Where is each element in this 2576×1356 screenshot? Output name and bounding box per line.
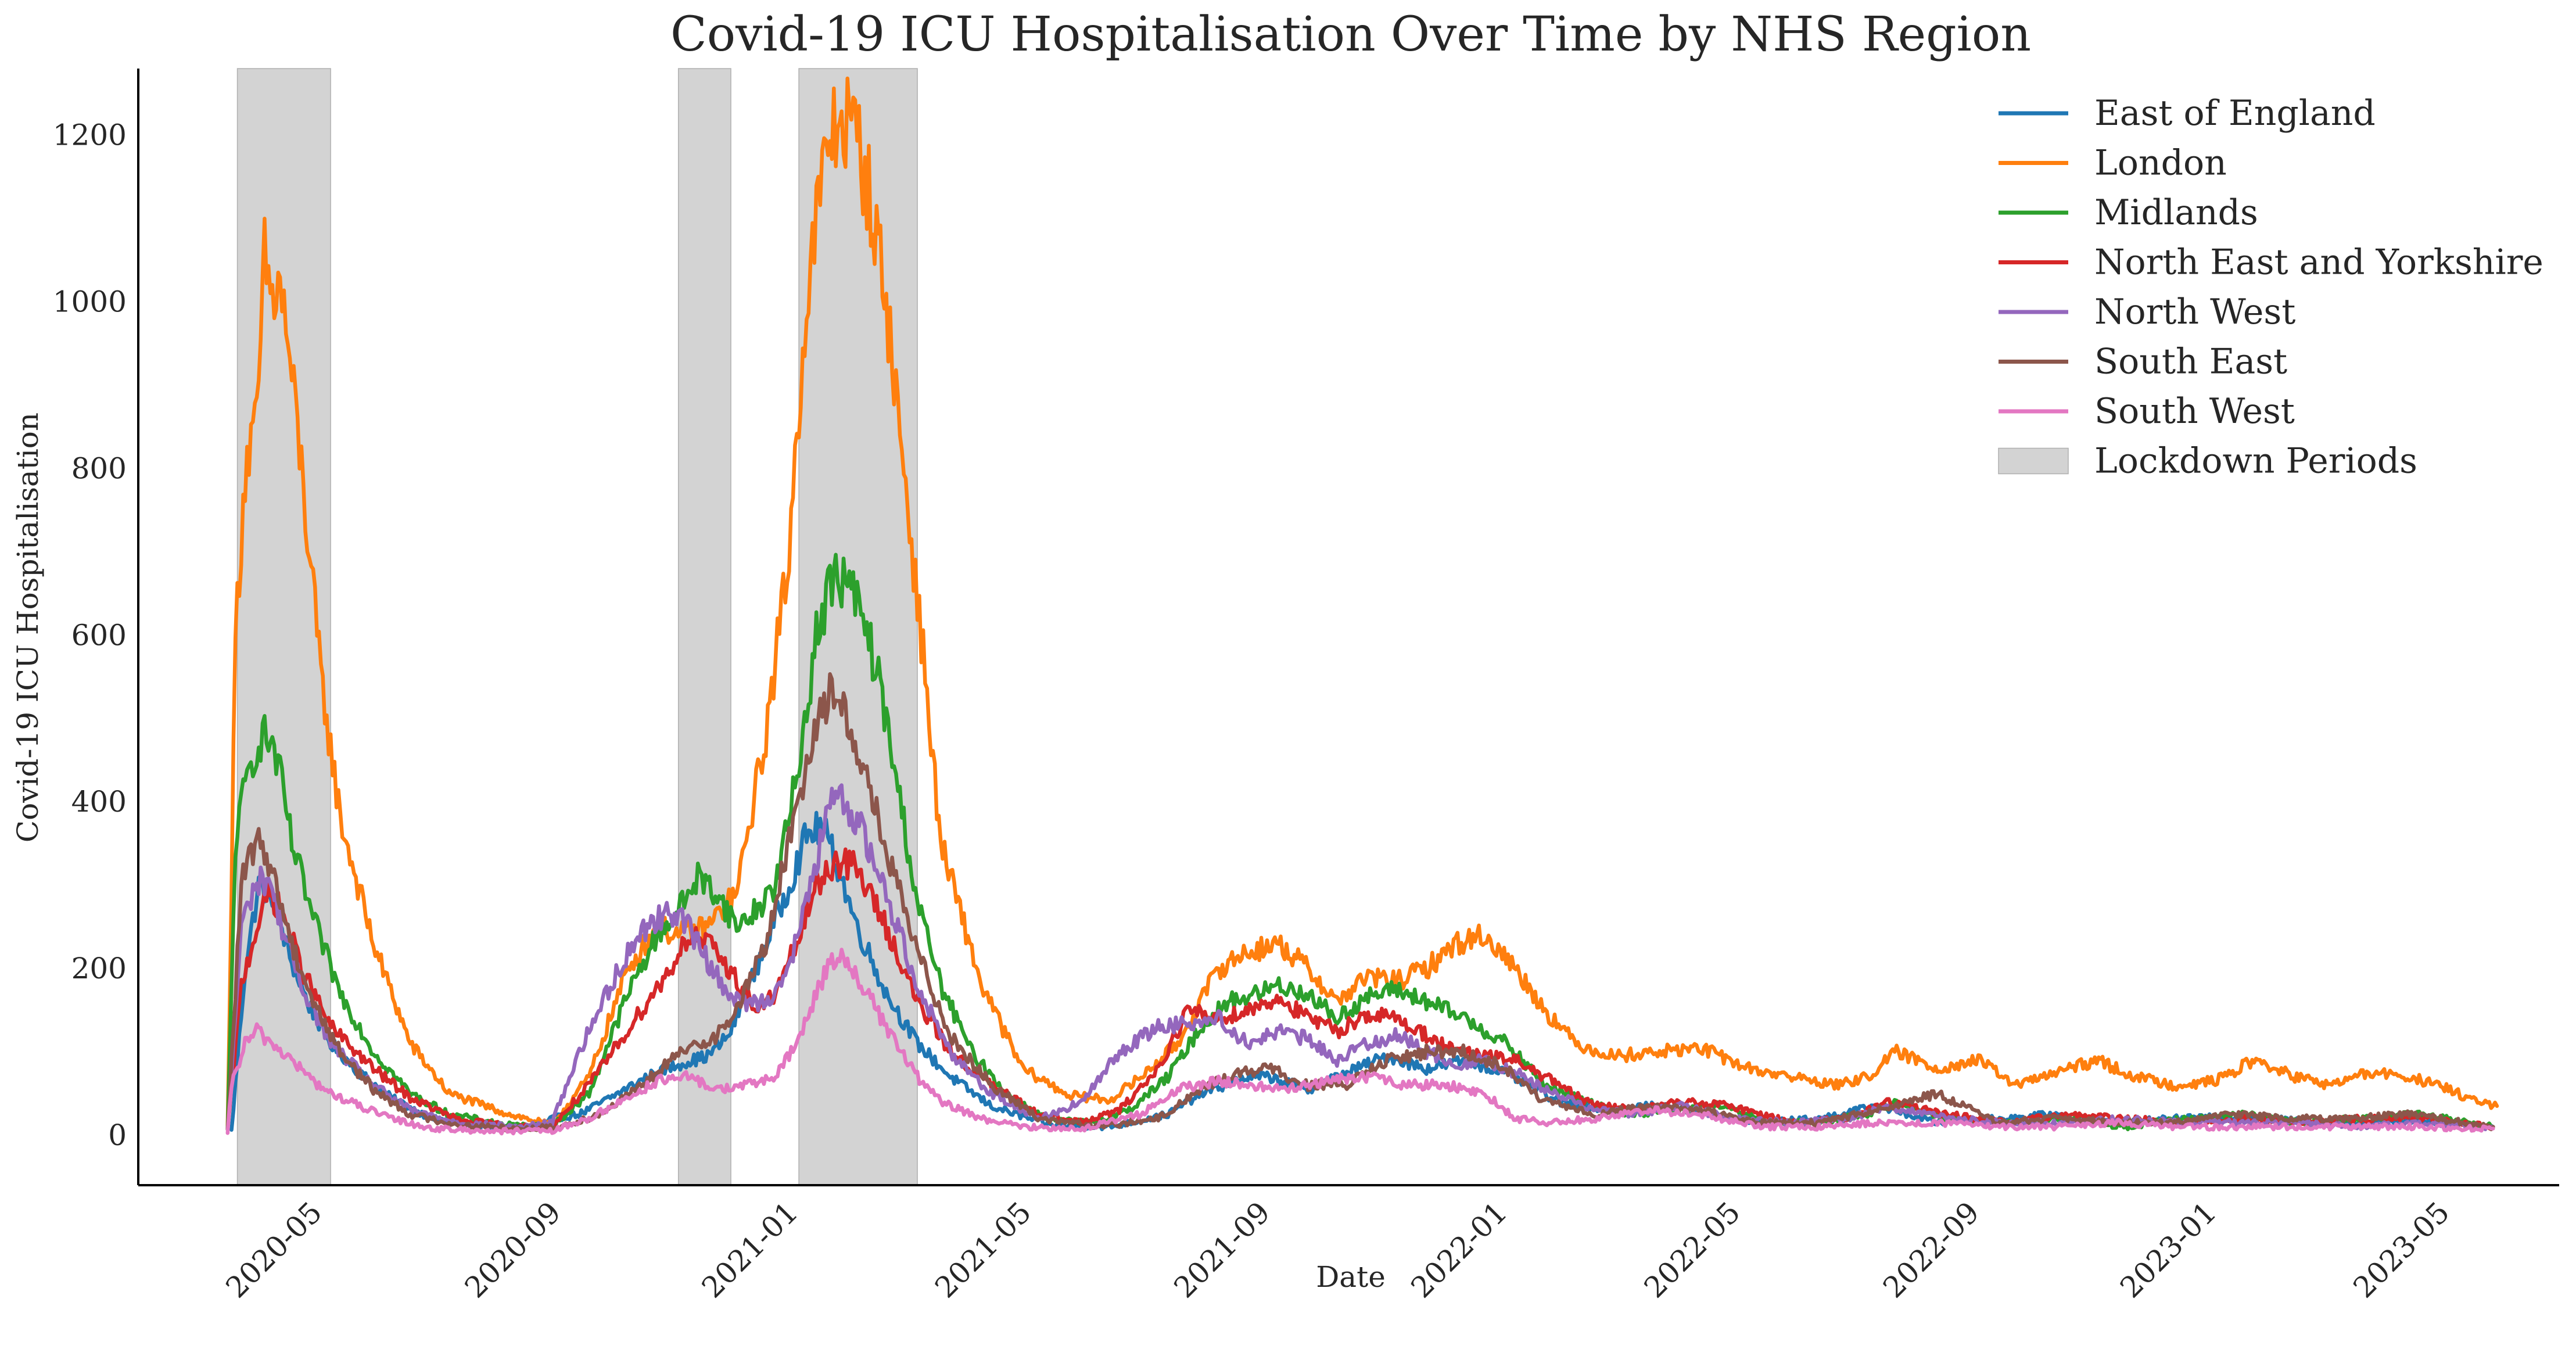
legend: East of England London Midlands North East … bbox=[1998, 93, 2543, 482]
y-tick-label: 600 bbox=[71, 618, 127, 652]
y-axis-label: Covid-19 ICU Hospitalisation bbox=[11, 412, 45, 842]
legend-label: South East bbox=[2094, 342, 2287, 382]
y-tick-label: 1200 bbox=[53, 119, 127, 152]
x-tick-label: 2020-09 bbox=[458, 1195, 568, 1304]
series-line-south-east bbox=[225, 672, 2495, 1133]
x-tick-label: 2021-09 bbox=[1168, 1195, 1277, 1304]
y-tick-label: 1000 bbox=[53, 285, 127, 319]
legend-label: Lockdown Periods bbox=[2094, 441, 2417, 482]
x-tick-label: 2021-05 bbox=[928, 1195, 1038, 1304]
lockdown-shading bbox=[236, 68, 918, 1186]
lockdown-period-2 bbox=[677, 68, 731, 1186]
legend-label: London bbox=[2094, 143, 2227, 184]
legend-swatch-lockdown-periods bbox=[1998, 447, 2069, 475]
x-tick-label: 2023-05 bbox=[2347, 1195, 2456, 1304]
y-tick-label: 400 bbox=[71, 785, 127, 819]
chart-title: Covid-19 ICU Hospitalisation Over Time b… bbox=[670, 7, 2031, 62]
y-ticks: 0 200 400 600 800 1000 1200 bbox=[53, 119, 127, 1152]
x-tick-label: 2022-01 bbox=[1405, 1195, 1514, 1304]
axes bbox=[137, 69, 2559, 1186]
x-tick-label: 2022-05 bbox=[1638, 1195, 1747, 1304]
legend-label: North West bbox=[2094, 292, 2295, 332]
legend-label: South West bbox=[2094, 391, 2295, 432]
legend-label: East of England bbox=[2094, 93, 2376, 134]
series-line-midlands bbox=[225, 553, 2495, 1132]
series-line-south-west bbox=[225, 948, 2495, 1136]
y-tick-label: 800 bbox=[71, 451, 127, 485]
series-line-north-east-and-yorkshire bbox=[225, 847, 2495, 1132]
x-tick-label: 2021-01 bbox=[695, 1195, 805, 1304]
legend-label: Midlands bbox=[2094, 192, 2258, 233]
legend-label: North East and Yorkshire bbox=[2094, 242, 2543, 283]
x-tick-label: 2020-05 bbox=[220, 1195, 329, 1304]
x-axis-label: Date bbox=[1316, 1260, 1386, 1294]
x-tick-label: 2023-01 bbox=[2114, 1195, 2223, 1304]
y-tick-label: 200 bbox=[71, 952, 127, 985]
series-lines bbox=[225, 76, 2499, 1136]
x-tick-label: 2022-09 bbox=[1877, 1195, 1986, 1304]
series-line-london bbox=[225, 76, 2499, 1128]
y-tick-label: 0 bbox=[108, 1118, 127, 1152]
